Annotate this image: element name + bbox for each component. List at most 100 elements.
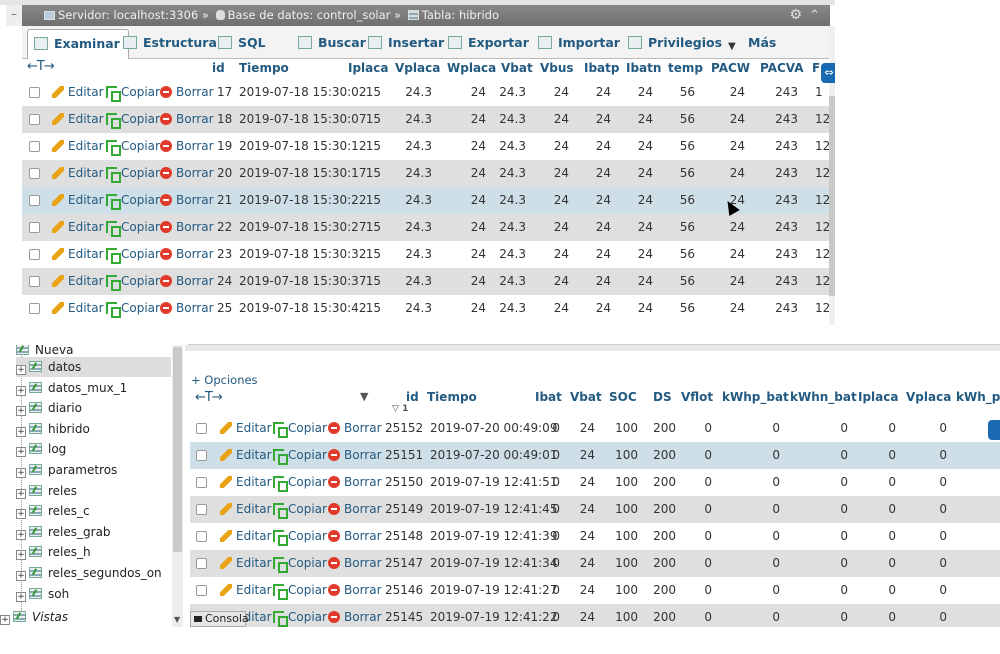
nav-item-reles-c[interactable]: + reles_c [16, 501, 90, 521]
delete-link[interactable]: Borrar [328, 523, 382, 550]
tab-item[interactable]: Estructura [117, 29, 217, 59]
expand-icon[interactable]: + [16, 447, 26, 458]
column-header[interactable]: kWh_pl [956, 390, 1000, 404]
row-checkbox[interactable] [196, 558, 207, 569]
edit-link[interactable]: Editar [52, 133, 104, 160]
column-header[interactable]: DS [653, 390, 672, 404]
edit-link[interactable]: Editar [220, 550, 272, 577]
edit-link[interactable]: Editar [52, 160, 104, 187]
copy-link[interactable]: Copiar [106, 79, 160, 106]
edit-link[interactable]: Editar [220, 415, 272, 442]
column-header[interactable]: Wplaca [447, 61, 497, 75]
nav-item-datos-mux-1[interactable]: + datos_mux_1 [16, 378, 127, 398]
delete-link[interactable]: Borrar [328, 496, 382, 523]
nav-item-reles-segundos-on[interactable]: + reles_segundos_on [16, 563, 162, 583]
console-button[interactable]: Consola [190, 611, 249, 627]
delete-link[interactable]: Borrar [160, 295, 214, 322]
nav-item-reles-h[interactable]: + reles_h [16, 542, 91, 562]
expand-icon[interactable]: + [0, 615, 10, 625]
expand-icon[interactable]: + [16, 385, 26, 396]
expand-icon[interactable]: + [16, 426, 26, 437]
minimize-icon[interactable]: – [6, 5, 22, 26]
column-header[interactable]: Iplaca [858, 390, 899, 404]
edit-link[interactable]: Editar [52, 106, 104, 133]
column-header[interactable]: id [406, 390, 419, 404]
row-checkbox[interactable] [29, 168, 40, 179]
copy-link[interactable]: Copiar [106, 268, 160, 295]
copy-link[interactable]: Copiar [106, 160, 160, 187]
copy-link[interactable]: Copiar [106, 295, 160, 322]
column-header[interactable]: id [212, 61, 225, 75]
table-row[interactable]: Editar Copiar Borrar 19 2019-07-18 15:30:12 1… [22, 133, 829, 160]
row-checkbox[interactable] [29, 249, 40, 260]
column-header[interactable]: Vplaca [395, 61, 441, 75]
delete-link[interactable]: Borrar [160, 214, 214, 241]
column-header[interactable]: Vflot [681, 390, 714, 404]
nav-item-reles[interactable]: + reles [16, 481, 77, 501]
row-checkbox[interactable] [196, 423, 207, 434]
table-row[interactable]: Editar Copiar Borrar 18 2019-07-18 15:30:07 1… [22, 106, 829, 133]
expand-icon[interactable]: + [16, 509, 26, 520]
column-header[interactable]: Ibat [535, 390, 562, 404]
edit-link[interactable]: Editar [52, 295, 104, 322]
row-checkbox[interactable] [29, 195, 40, 206]
edit-link[interactable]: Editar [52, 268, 104, 295]
column-header[interactable]: temp [668, 61, 703, 75]
tab-item[interactable]: SQL [212, 29, 266, 59]
column-header[interactable]: SOC [609, 390, 637, 404]
nav-item-log[interactable]: + log [16, 439, 66, 459]
expand-icon[interactable]: + [16, 468, 26, 478]
table-row[interactable]: Editar Copiar Borrar 25146 2019-07-19 12:41:… [190, 577, 1000, 604]
table-row[interactable]: Editar Copiar Borrar 20 2019-07-18 15:30:17 1… [22, 160, 829, 187]
delete-link[interactable]: Borrar [160, 106, 214, 133]
breadcrumb-server[interactable]: Servidor: localhost:3306 [58, 8, 199, 22]
row-checkbox[interactable] [29, 303, 40, 314]
sort-dropdown-icon[interactable]: ▼ [360, 390, 369, 403]
expand-icon[interactable]: ⇔ [821, 63, 835, 83]
expand-icon[interactable]: + [16, 591, 26, 602]
table-row[interactable]: Editar Copiar Borrar 25 2019-07-18 15:30:42 1… [22, 295, 829, 322]
table-row[interactable]: Editar Copiar Borrar 23 2019-07-18 15:30:32 1… [22, 241, 829, 268]
copy-link[interactable]: Copiar [106, 133, 160, 160]
copy-link[interactable]: Copiar [273, 496, 327, 523]
edit-link[interactable]: Editar [52, 79, 104, 106]
column-header[interactable]: PACVA [760, 61, 804, 75]
nav-item-soh[interactable]: + soh [16, 584, 69, 604]
row-checkbox[interactable] [196, 585, 207, 596]
options-link[interactable]: + Opciones [191, 373, 258, 387]
copy-link[interactable]: Copiar [273, 469, 327, 496]
column-header[interactable]: Vbus [540, 61, 574, 75]
column-arrows[interactable]: ←T→ [195, 390, 223, 405]
tab-item[interactable]: Privilegios [622, 29, 722, 59]
table-row[interactable]: Editar Copiar Borrar 21 2019-07-18 15:30:22 1… [22, 187, 829, 214]
edit-link[interactable]: Editar [220, 442, 272, 469]
copy-link[interactable]: Copiar [106, 214, 160, 241]
edit-link[interactable]: Editar [220, 523, 272, 550]
copy-link[interactable]: Copiar [273, 442, 327, 469]
nav-scrollbar-thumb[interactable] [173, 347, 182, 552]
nav-item-parametros[interactable]: + parametros [16, 460, 117, 480]
expand-icon[interactable]: + [16, 365, 26, 375]
column-header[interactable]: PACW [711, 61, 751, 75]
table-row[interactable]: Editar Copiar Borrar 25148 2019-07-19 12:41:… [190, 523, 1000, 550]
tab-item[interactable]: Importar [532, 29, 620, 59]
column-header[interactable]: Iplaca [348, 61, 389, 75]
delete-link[interactable]: Borrar [328, 550, 382, 577]
expand-icon[interactable]: + [16, 529, 26, 540]
row-checkbox[interactable] [196, 450, 207, 461]
row-checkbox[interactable] [196, 531, 207, 542]
gear-icon[interactable]: ⚙ [789, 7, 802, 23]
column-header[interactable]: Tiempo [427, 390, 477, 404]
edit-link[interactable]: Editar [220, 469, 272, 496]
breadcrumb-database[interactable]: Base de datos: control_solar [227, 8, 391, 22]
row-checkbox[interactable] [196, 504, 207, 515]
copy-link[interactable]: Copiar [106, 106, 160, 133]
delete-link[interactable]: Borrar [160, 133, 214, 160]
delete-link[interactable]: Borrar [160, 160, 214, 187]
delete-link[interactable]: Borrar [160, 241, 214, 268]
delete-link[interactable]: Borrar [328, 415, 382, 442]
tab-item[interactable]: Insertar [362, 29, 444, 59]
column-header[interactable]: Vbat [570, 390, 602, 404]
delete-link[interactable]: Borrar [328, 469, 382, 496]
row-checkbox[interactable] [196, 477, 207, 488]
